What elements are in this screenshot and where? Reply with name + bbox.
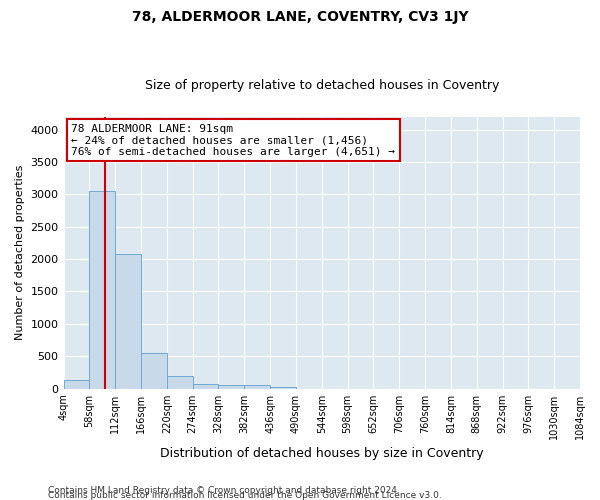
Y-axis label: Number of detached properties: Number of detached properties — [15, 165, 25, 340]
Text: 78, ALDERMOOR LANE, COVENTRY, CV3 1JY: 78, ALDERMOOR LANE, COVENTRY, CV3 1JY — [131, 10, 469, 24]
Bar — [193, 384, 218, 388]
Bar — [270, 386, 296, 388]
Bar — [64, 380, 89, 388]
Text: 78 ALDERMOOR LANE: 91sqm
← 24% of detached houses are smaller (1,456)
76% of sem: 78 ALDERMOOR LANE: 91sqm ← 24% of detach… — [71, 124, 395, 157]
Text: Contains HM Land Registry data © Crown copyright and database right 2024.: Contains HM Land Registry data © Crown c… — [48, 486, 400, 495]
Text: Contains public sector information licensed under the Open Government Licence v3: Contains public sector information licen… — [48, 491, 442, 500]
X-axis label: Distribution of detached houses by size in Coventry: Distribution of detached houses by size … — [160, 447, 484, 460]
Bar — [89, 191, 115, 388]
Title: Size of property relative to detached houses in Coventry: Size of property relative to detached ho… — [145, 79, 499, 92]
Bar — [115, 254, 141, 388]
Bar — [218, 385, 244, 388]
Bar — [244, 386, 270, 388]
Bar — [141, 352, 167, 388]
Bar — [167, 376, 193, 388]
